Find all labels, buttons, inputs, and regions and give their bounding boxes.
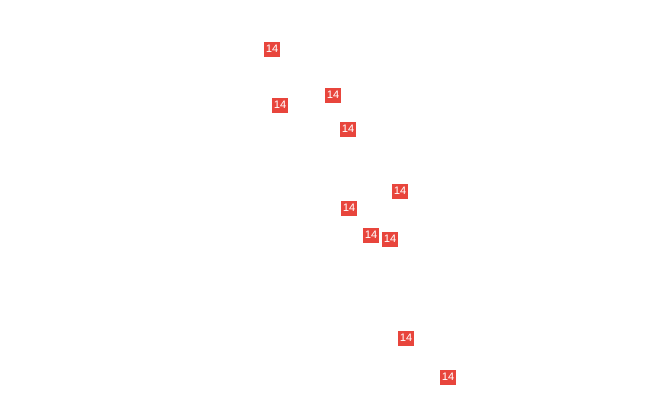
- map-marker[interactable]: 14: [325, 88, 341, 103]
- map-marker[interactable]: 14: [341, 201, 357, 216]
- map-marker[interactable]: 14: [340, 122, 356, 137]
- map-marker[interactable]: 14: [363, 228, 379, 243]
- map-marker[interactable]: 14: [440, 370, 456, 385]
- map-marker[interactable]: 14: [392, 184, 408, 199]
- map-marker[interactable]: 14: [398, 331, 414, 346]
- map-marker[interactable]: 14: [382, 232, 398, 247]
- map-marker[interactable]: 14: [272, 98, 288, 113]
- map-marker[interactable]: 14: [264, 42, 280, 57]
